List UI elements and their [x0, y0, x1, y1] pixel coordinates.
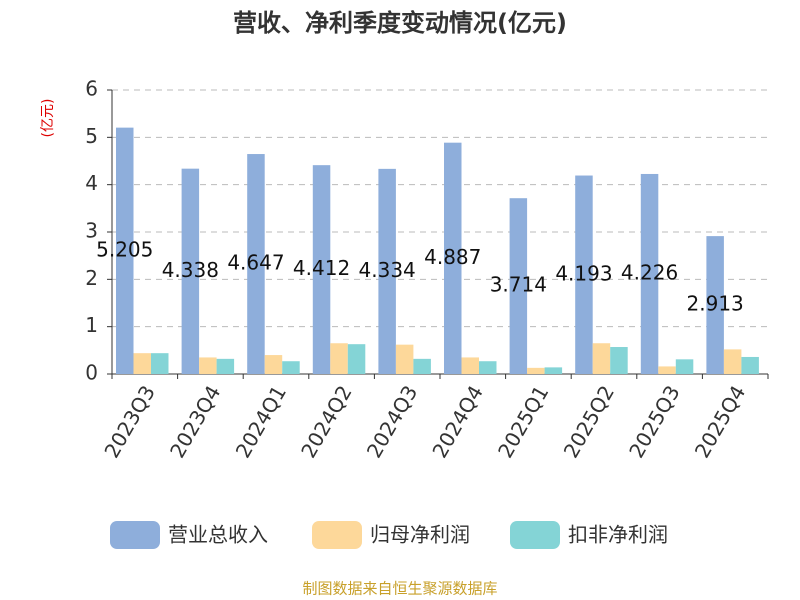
bar — [199, 357, 217, 374]
bar — [741, 356, 759, 374]
y-tick-label: 6 — [85, 77, 98, 101]
y-tick-label: 2 — [85, 266, 98, 290]
bar — [395, 344, 414, 374]
x-tick-label: 2025Q3 — [624, 381, 684, 462]
bar — [444, 142, 462, 374]
bar — [592, 343, 611, 374]
y-axis-label: (亿元) — [40, 99, 56, 138]
bar — [610, 347, 628, 374]
x-tick-label: 2023Q3 — [99, 381, 159, 462]
bar — [133, 353, 151, 374]
bar — [675, 359, 694, 374]
x-tick-label: 2025Q2 — [559, 381, 619, 462]
legend-label: 营业总收入 — [168, 523, 268, 547]
bar — [723, 349, 742, 374]
bar — [658, 366, 676, 374]
data-label: 4.887 — [424, 245, 481, 269]
bar — [378, 168, 396, 374]
bar — [116, 127, 134, 374]
bar — [282, 361, 300, 374]
data-label: 4.338 — [162, 258, 219, 282]
x-tick-label: 2024Q3 — [362, 381, 422, 462]
data-label: 2.913 — [687, 292, 744, 316]
data-label: 4.412 — [293, 256, 350, 280]
bar — [640, 173, 659, 374]
legend-label: 归母净利润 — [370, 523, 470, 547]
legend-label: 扣非净利润 — [568, 523, 668, 547]
legend-swatch — [312, 521, 362, 549]
bar — [330, 343, 348, 374]
data-label: 4.647 — [227, 251, 284, 275]
data-label: 4.334 — [359, 258, 416, 282]
bar — [461, 357, 479, 374]
y-tick-label: 4 — [85, 171, 98, 195]
data-label: 5.205 — [96, 237, 153, 261]
bar — [509, 198, 528, 374]
data-label: 4.226 — [621, 260, 678, 284]
bar — [527, 367, 545, 374]
chart-title: 营收、净利季度变动情况(亿元) — [233, 9, 567, 37]
bar — [216, 358, 235, 374]
y-tick-label: 5 — [85, 124, 98, 148]
bar — [181, 168, 200, 374]
x-tick-label: 2024Q4 — [427, 381, 487, 462]
bar — [479, 361, 497, 374]
bar — [151, 353, 169, 374]
y-tick-label: 1 — [85, 313, 98, 337]
y-tick-label: 3 — [85, 219, 98, 243]
source-note: 制图数据来自恒生聚源数据库 — [302, 580, 497, 598]
x-tick-label: 2025Q1 — [493, 381, 553, 462]
data-label: 4.193 — [555, 261, 612, 285]
bar — [247, 154, 265, 374]
bar — [413, 358, 431, 374]
bar — [706, 236, 724, 374]
bar — [347, 344, 366, 374]
x-tick-label: 2025Q4 — [690, 381, 750, 462]
legend-swatch — [110, 521, 160, 549]
bar — [264, 355, 283, 374]
y-tick-label: 0 — [85, 361, 98, 385]
bar — [312, 165, 331, 374]
x-tick-label: 2023Q4 — [165, 381, 225, 462]
x-tick-label: 2024Q2 — [296, 381, 356, 462]
x-tick-label: 2024Q1 — [231, 381, 291, 462]
bar — [575, 175, 593, 374]
bar — [544, 367, 563, 374]
legend-swatch — [510, 521, 560, 549]
data-label: 3.714 — [490, 273, 547, 297]
